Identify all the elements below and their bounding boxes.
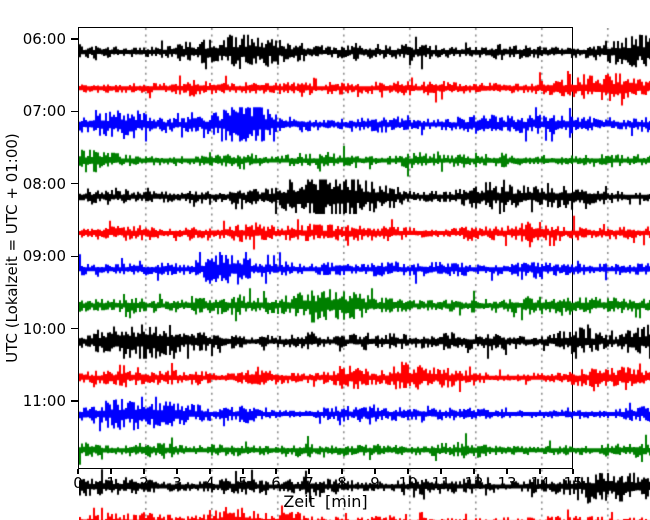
x-tick-mark — [77, 469, 79, 474]
x-tick-label: 5 — [238, 474, 248, 492]
x-tick-mark — [143, 469, 145, 474]
x-tick-mark — [242, 469, 244, 474]
x-tick-label: 8 — [337, 474, 347, 492]
x-tick-label: 0 — [73, 474, 83, 492]
x-tick-label: 3 — [172, 474, 182, 492]
x-tick-mark — [308, 469, 310, 474]
x-tick-mark — [176, 469, 178, 474]
y-tick-label: 10:00 — [22, 319, 66, 338]
x-tick-mark — [539, 469, 541, 474]
x-tick-mark — [407, 469, 409, 474]
x-tick-mark — [374, 469, 376, 474]
x-tick-label: 13 — [497, 474, 517, 492]
x-tick-label: 4 — [205, 474, 215, 492]
x-tick-label: 2 — [139, 474, 149, 492]
x-tick-label: 7 — [304, 474, 314, 492]
x-tick-mark — [209, 469, 211, 474]
y-tick-mark — [71, 38, 78, 40]
x-tick-label: 10 — [398, 474, 418, 492]
y-tick-mark — [71, 328, 78, 330]
x-tick-label: 14 — [530, 474, 550, 492]
y-tick-mark — [71, 110, 78, 112]
x-tick-mark — [440, 469, 442, 474]
x-tick-label: 11 — [431, 474, 451, 492]
y-tick-label: 09:00 — [22, 247, 66, 266]
y-tick-mark — [71, 183, 78, 185]
x-tick-label: 9 — [370, 474, 380, 492]
x-tick-label: 12 — [464, 474, 484, 492]
x-tick-mark — [506, 469, 508, 474]
x-tick-mark — [275, 469, 277, 474]
x-tick-label: 1 — [106, 474, 116, 492]
seismogram-traces-canvas — [79, 28, 650, 520]
x-tick-label: 15 — [563, 474, 583, 492]
y-tick-mark — [71, 255, 78, 257]
x-tick-label: 6 — [271, 474, 281, 492]
y-tick-label: 06:00 — [22, 30, 66, 48]
x-axis-label: Zeit [min] — [283, 492, 368, 511]
y-tick-mark — [71, 400, 78, 402]
x-tick-mark — [572, 469, 574, 474]
plot-area — [78, 27, 650, 520]
x-tick-mark — [473, 469, 475, 474]
x-tick-mark — [341, 469, 343, 474]
x-tick-mark — [110, 469, 112, 474]
y-tick-label: 08:00 — [22, 174, 66, 193]
y-tick-label: 11:00 — [22, 392, 66, 410]
y-tick-label: 07:00 — [22, 102, 66, 121]
